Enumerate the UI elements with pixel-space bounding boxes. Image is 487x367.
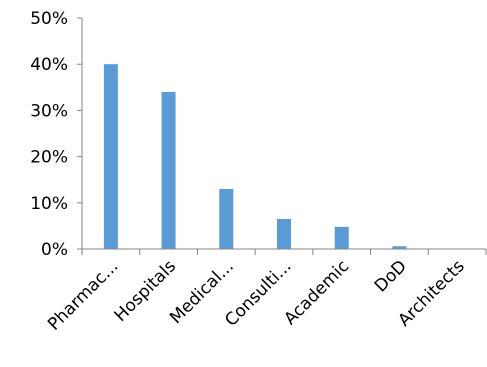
x-category-label: DoD <box>371 256 411 296</box>
axes <box>77 17 487 255</box>
y-tick-label: 10% <box>30 194 68 214</box>
x-category-label: Pharmac... <box>44 256 122 334</box>
y-tick-label: 50% <box>30 9 68 29</box>
bar-3 <box>277 218 291 249</box>
y-tick-label: 0% <box>41 240 68 260</box>
bar-1 <box>161 91 176 249</box>
bar-0 <box>103 64 118 249</box>
y-tick-label: 40% <box>30 55 68 75</box>
bar-5 <box>392 246 407 249</box>
category-labels: Pharmac...HospitalsMedical...Consulti...… <box>44 256 469 334</box>
y-tick-label: 20% <box>30 148 68 168</box>
y-axis-tick-labels: 0% 10% 20% 30% 40% 50% <box>30 9 68 260</box>
y-tick-label: 30% <box>30 101 68 121</box>
bar-4 <box>334 226 349 249</box>
bar-2 <box>219 188 234 249</box>
bars <box>103 64 407 249</box>
